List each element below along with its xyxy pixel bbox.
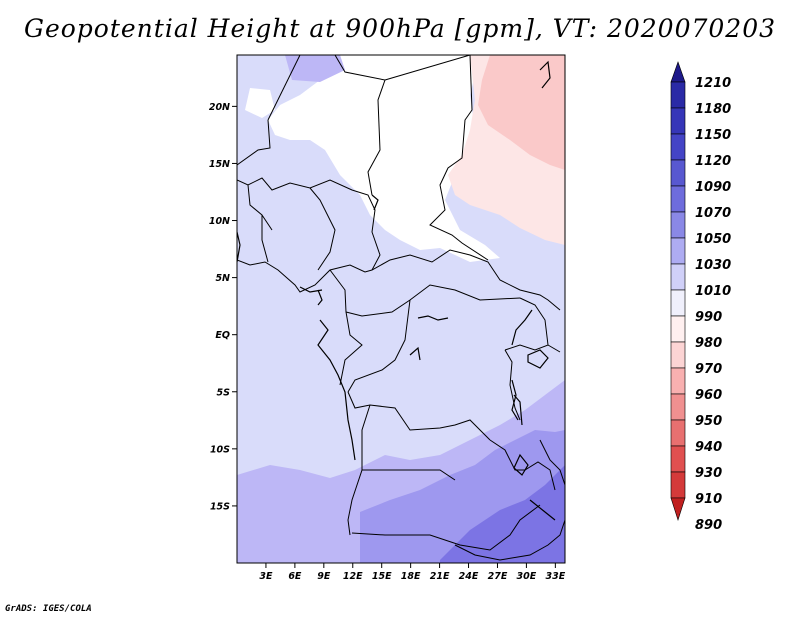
lon-tick-label: 3E bbox=[259, 571, 273, 582]
colorbar-box bbox=[670, 81, 686, 109]
lat-tick-label: EQ bbox=[215, 330, 230, 341]
lon-axis: 3E 6E 9E 12E 15E 18E 21E 24E 27E 30E 33E bbox=[259, 563, 566, 582]
height-field bbox=[237, 55, 565, 563]
colorbar-boxes bbox=[670, 61, 686, 521]
lon-tick-label: 6E bbox=[288, 571, 302, 582]
colorbar-box bbox=[670, 263, 686, 291]
colorbar-top-arrow bbox=[670, 61, 686, 83]
field-1010-sahara bbox=[268, 55, 500, 262]
colorbar-label: 940 bbox=[695, 440, 722, 455]
lon-tick-label: 18E bbox=[401, 571, 421, 582]
colorbar-label: 1180 bbox=[695, 102, 731, 117]
colorbar-label: 890 bbox=[695, 518, 722, 533]
colorbar-labels: 1210 1180 1150 1120 1090 1070 1050 1030 1010 990 9… bbox=[695, 76, 731, 533]
colorbar-box bbox=[670, 445, 686, 473]
colorbar-box bbox=[670, 419, 686, 447]
lon-tick-label: 24E bbox=[459, 571, 479, 582]
lat-axis: 20N 15N 10N 5N EQ 5S 10S 15S bbox=[209, 102, 237, 512]
colorbar-label: 1150 bbox=[695, 128, 731, 143]
colorbar-box bbox=[670, 393, 686, 421]
lon-tick-label: 12E bbox=[343, 571, 363, 582]
lat-tick-label: 15S bbox=[210, 501, 230, 512]
colorbar-box bbox=[670, 289, 686, 317]
colorbar-label: 1120 bbox=[695, 154, 731, 169]
lon-tick-label: 15E bbox=[372, 571, 392, 582]
footer-credit: GrADS: IGES/COLA bbox=[5, 604, 92, 614]
lat-tick-label: 5N bbox=[215, 273, 230, 284]
colorbar-box bbox=[670, 107, 686, 135]
coastlines bbox=[237, 60, 556, 521]
colorbar-label: 980 bbox=[695, 336, 722, 351]
lon-tick-label: 33E bbox=[545, 571, 565, 582]
colorbar-box bbox=[670, 367, 686, 395]
lat-tick-label: 20N bbox=[209, 102, 230, 113]
lat-tick-label: 15N bbox=[209, 159, 230, 170]
colorbar-label: 1030 bbox=[695, 258, 731, 273]
colorbar-bottom-arrow bbox=[670, 497, 686, 521]
plot-frame bbox=[236, 54, 566, 564]
field-980 bbox=[478, 55, 565, 170]
colorbar-label: 1090 bbox=[695, 180, 731, 195]
lon-tick-label: 27E bbox=[488, 571, 508, 582]
colorbar-label: 1050 bbox=[695, 232, 731, 247]
colorbar-label: 1010 bbox=[695, 284, 731, 299]
lon-tick-label: 21E bbox=[430, 571, 450, 582]
colorbar-label: 1210 bbox=[695, 76, 731, 91]
colorbar-label: 1070 bbox=[695, 206, 731, 221]
colorbar-box bbox=[670, 341, 686, 369]
lat-tick-label: 5S bbox=[217, 387, 231, 398]
colorbar-label: 930 bbox=[695, 466, 722, 481]
lon-tick-label: 9E bbox=[317, 571, 331, 582]
field-1050-top bbox=[285, 55, 345, 82]
lat-tick-label: 10S bbox=[210, 444, 230, 455]
colorbar-label: 950 bbox=[695, 414, 722, 429]
lon-tick-label: 30E bbox=[517, 571, 537, 582]
colorbar-label: 970 bbox=[695, 362, 722, 377]
chart-title: Geopotential Height at 900hPa [gpm], VT:… bbox=[23, 14, 777, 43]
colorbar-box bbox=[670, 211, 686, 239]
colorbar-box bbox=[670, 315, 686, 343]
field-1090 bbox=[440, 465, 565, 563]
colorbar-box bbox=[670, 159, 686, 187]
colorbar-label: 990 bbox=[695, 310, 722, 325]
field-1010-west bbox=[245, 88, 275, 118]
colorbar-box bbox=[670, 185, 686, 213]
colorbar-label: 910 bbox=[695, 492, 722, 507]
colorbar-box bbox=[670, 471, 686, 499]
country-borders bbox=[237, 55, 565, 561]
colorbar-box bbox=[670, 237, 686, 265]
colorbar-box bbox=[670, 133, 686, 161]
colorbar-label: 960 bbox=[695, 388, 722, 403]
lat-tick-label: 10N bbox=[209, 216, 230, 227]
